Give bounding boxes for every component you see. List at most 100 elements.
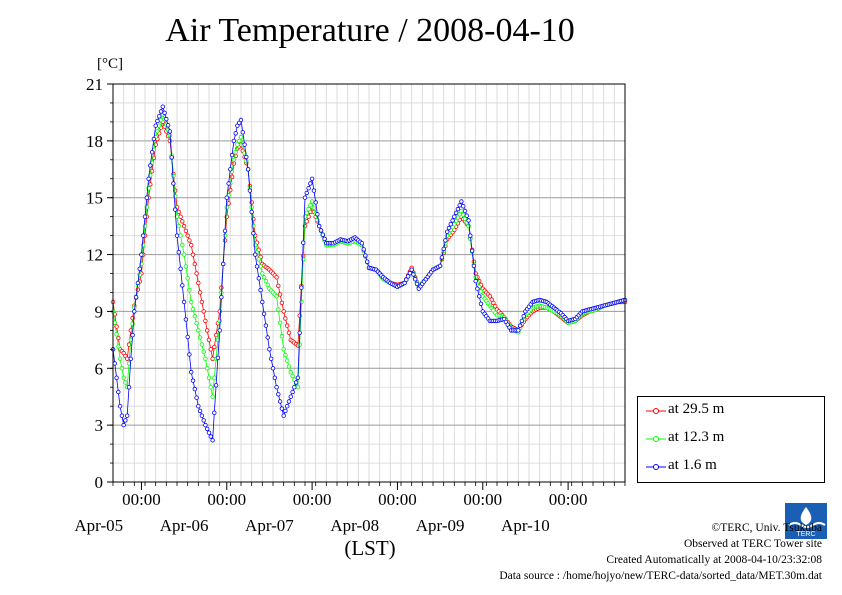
source-text: Data source : /home/hojyo/new/TERC-data/… [499, 570, 822, 582]
data-point [228, 167, 233, 172]
data-point [196, 328, 201, 333]
data-point [276, 392, 281, 397]
data-point [293, 380, 299, 385]
legend-label: at 12.3 m [668, 429, 725, 445]
data-point [235, 142, 240, 147]
data-point [285, 323, 290, 328]
x-day-label: Apr-06 [160, 516, 209, 535]
data-point [244, 154, 249, 160]
data-point [190, 306, 196, 312]
x-tick-label: 00:00 [293, 490, 332, 509]
data-point [121, 422, 126, 428]
data-point [519, 318, 525, 324]
data-point [212, 344, 217, 350]
data-point [208, 385, 213, 390]
data-point [277, 320, 283, 325]
x-day-label: Apr-09 [416, 516, 465, 535]
data-point [210, 438, 215, 443]
data-point [279, 333, 285, 339]
data-point [446, 225, 452, 231]
data-point [306, 206, 311, 212]
data-point [411, 272, 416, 277]
data-point [148, 163, 153, 168]
data-point [203, 422, 208, 428]
data-point [238, 134, 244, 140]
data-point [245, 167, 251, 172]
x-tick-label: 00:00 [122, 490, 161, 509]
data-point [304, 219, 309, 224]
data-point [455, 206, 461, 212]
data-point [413, 277, 418, 282]
data-point [124, 356, 130, 361]
data-point [441, 246, 446, 252]
x-axis-label: (LST) [344, 536, 396, 560]
data-point [194, 271, 199, 276]
legend: at 29.5 m at 12.3 m at 1.6 m [637, 396, 825, 483]
data-point [238, 117, 244, 123]
y-tick-label: 18 [86, 132, 103, 151]
data-point [265, 282, 270, 288]
data-point [254, 264, 260, 269]
chart-title: Air Temperature / 2008-04-10 [165, 12, 575, 49]
data-point [178, 233, 183, 238]
data-point [261, 275, 267, 280]
data-point [180, 242, 185, 248]
data-point [414, 281, 420, 287]
data-point [521, 314, 526, 319]
data-point [256, 276, 261, 281]
legend-marker-green [646, 436, 666, 442]
data-point [178, 214, 183, 219]
data-point [185, 233, 190, 238]
data-point [156, 123, 162, 128]
data-point [466, 223, 471, 229]
data-point [196, 404, 201, 409]
data-point [185, 334, 190, 340]
data-point [283, 316, 288, 321]
data-point [477, 294, 482, 299]
data-point [206, 375, 212, 380]
data-point [201, 309, 206, 314]
data-point [453, 210, 459, 216]
data-point [176, 249, 181, 255]
data-point [160, 104, 165, 109]
data-point [233, 131, 238, 136]
data-point [197, 335, 203, 340]
legend-label: at 1.6 m [668, 457, 717, 473]
data-point [322, 236, 327, 242]
data-point [452, 214, 457, 219]
data-point [274, 385, 279, 390]
data-point [155, 129, 160, 134]
data-point [188, 242, 194, 248]
data-point [448, 221, 453, 227]
y-tick-label: 6 [95, 359, 104, 378]
data-point [178, 266, 183, 271]
data-point [459, 199, 464, 204]
data-point [112, 320, 117, 325]
data-point [269, 356, 274, 361]
data-point [123, 380, 128, 385]
data-point [117, 404, 123, 409]
data-point [252, 252, 258, 257]
data-point [251, 223, 256, 229]
data-point [260, 271, 265, 276]
data-point [313, 200, 318, 205]
data-point [196, 280, 201, 286]
data-point [443, 238, 448, 243]
data-point [405, 274, 411, 279]
data-point [249, 209, 254, 215]
data-point [265, 335, 270, 340]
data-point [208, 347, 213, 352]
data-point [224, 195, 229, 200]
data-point [320, 232, 325, 237]
data-point [176, 209, 181, 215]
data-point [285, 404, 290, 409]
data-point [212, 410, 217, 415]
data-point [197, 290, 203, 295]
data-point [146, 176, 151, 181]
data-point [222, 228, 228, 234]
data-point [171, 173, 176, 179]
data-point [478, 289, 484, 294]
data-point [217, 318, 222, 324]
data-point [229, 152, 235, 158]
